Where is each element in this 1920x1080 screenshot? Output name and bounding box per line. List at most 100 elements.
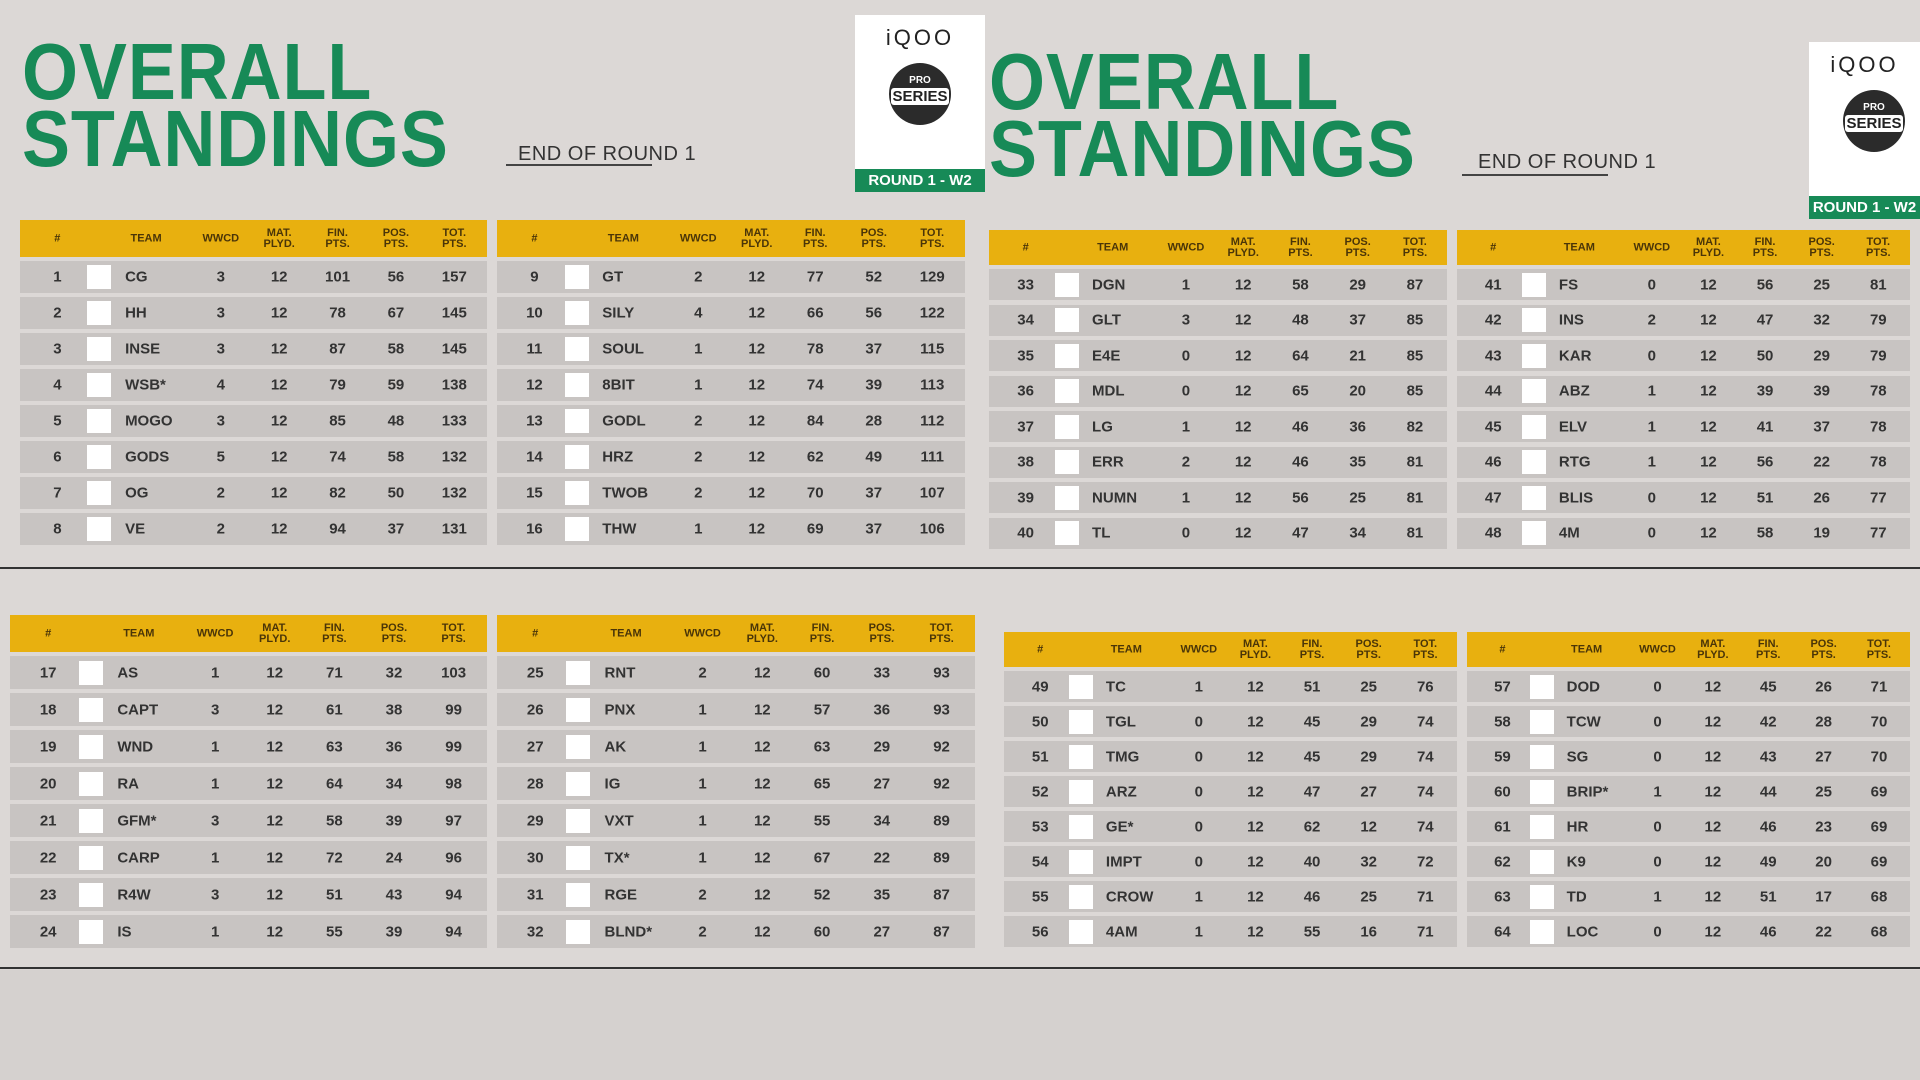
cell: 12 bbox=[1704, 748, 1722, 765]
column-header: # bbox=[1490, 241, 1497, 253]
cell: 87 bbox=[933, 886, 950, 903]
cell: 81 bbox=[1869, 276, 1887, 293]
column-header: TOT. PTS. bbox=[920, 226, 945, 250]
cell: 82 bbox=[329, 484, 346, 502]
team-logo bbox=[1054, 450, 1079, 474]
column-header: POS. PTS. bbox=[868, 621, 895, 645]
cell: 12 bbox=[1360, 818, 1377, 835]
cell: 0 bbox=[1194, 853, 1203, 870]
cell: 37 bbox=[1349, 311, 1367, 329]
cell: 57 bbox=[1494, 678, 1511, 695]
cell: 29 bbox=[873, 738, 891, 755]
cell: 29 bbox=[1360, 713, 1377, 730]
team-name: ELV bbox=[1558, 418, 1587, 435]
column-header: MAT. PLYD. bbox=[1692, 235, 1725, 259]
cell: 12 bbox=[1247, 748, 1264, 765]
team-logo bbox=[566, 660, 591, 685]
cell: 37 bbox=[865, 340, 883, 358]
cell: 12 bbox=[753, 738, 771, 755]
team-logo bbox=[1054, 272, 1079, 297]
cell: 58 bbox=[387, 340, 405, 358]
cell: 44 bbox=[1759, 783, 1777, 800]
cell: 13 bbox=[526, 412, 543, 430]
cell: 0 bbox=[1181, 347, 1191, 364]
cell: 0 bbox=[1194, 783, 1203, 800]
table-row: 43 KAR 0 12 50 29 79 bbox=[1457, 340, 1910, 371]
cell: 0 bbox=[1647, 524, 1656, 542]
cell: 66 bbox=[806, 304, 824, 322]
cell: 12 bbox=[1704, 713, 1722, 730]
team-name: 4AM bbox=[1105, 923, 1138, 940]
cell: 1 bbox=[210, 664, 220, 681]
cell: 12 bbox=[266, 775, 284, 792]
cell: 36 bbox=[385, 738, 403, 755]
cell: 70 bbox=[1870, 748, 1888, 765]
table-row: 62 K9 0 12 49 20 69 bbox=[1467, 846, 1910, 877]
cell: 4 bbox=[694, 304, 703, 322]
table-row: 51 TMG 0 12 45 29 74 bbox=[1004, 741, 1457, 772]
round-label: ROUND 1 - W2 bbox=[1809, 196, 1920, 219]
team-name: E4E bbox=[1092, 347, 1121, 364]
cell: 12 bbox=[1704, 818, 1722, 835]
team-logo bbox=[1530, 744, 1555, 769]
cell: 9 bbox=[530, 268, 539, 286]
cell: 2 bbox=[694, 484, 703, 502]
cell: 60 bbox=[813, 664, 831, 681]
cell: 31 bbox=[526, 886, 544, 903]
cell: 12 bbox=[753, 849, 771, 866]
separator bbox=[0, 567, 1920, 569]
cell: 12 bbox=[748, 268, 766, 286]
team-logo bbox=[1522, 343, 1546, 368]
column-header: TOT. PTS. bbox=[442, 226, 467, 250]
cell: 12 bbox=[1700, 489, 1717, 506]
team-name: ARZ bbox=[1105, 783, 1137, 800]
cell: 35 bbox=[1017, 347, 1034, 364]
team-name: K9 bbox=[1566, 853, 1586, 870]
team-logo bbox=[1522, 308, 1546, 332]
team-name: IMPT bbox=[1105, 853, 1142, 870]
table-row: 64 LOC 0 12 46 22 68 bbox=[1467, 916, 1910, 947]
cell: 0 bbox=[1181, 524, 1191, 542]
column-header: TEAM bbox=[1571, 643, 1603, 655]
team-logo bbox=[87, 481, 112, 505]
cell: 29 bbox=[1813, 347, 1830, 364]
cell: 2 bbox=[698, 886, 707, 903]
team-logo bbox=[1530, 674, 1555, 699]
cell: 28 bbox=[1815, 713, 1832, 730]
column-header: WWCD bbox=[679, 232, 717, 244]
cell: 27 bbox=[873, 775, 891, 792]
column-header: WWCD bbox=[202, 232, 240, 244]
cell: 37 bbox=[865, 520, 883, 538]
cell: 12 bbox=[1700, 276, 1717, 293]
cell: 25 bbox=[1815, 783, 1832, 800]
team-name: ABZ bbox=[1558, 382, 1590, 400]
team-name: LOC bbox=[1566, 923, 1599, 940]
cell: 1 bbox=[1194, 888, 1203, 905]
cell: 12 bbox=[1234, 489, 1252, 506]
team-logo bbox=[1522, 521, 1546, 545]
column-header: TOT. PTS. bbox=[1413, 637, 1438, 661]
badge: PRO SERIES bbox=[1843, 90, 1905, 152]
table-row: 5 MOGO 3 12 85 48 133 bbox=[20, 405, 487, 437]
cell: 12 bbox=[753, 886, 771, 903]
team-logo bbox=[79, 660, 104, 685]
table-row: 9 GT 2 12 77 52 129 bbox=[497, 261, 965, 293]
cell: 84 bbox=[806, 412, 824, 430]
cell: 12 bbox=[753, 775, 771, 792]
cell: 12 bbox=[748, 304, 766, 322]
cell: 0 bbox=[1653, 713, 1662, 730]
cell: 56 bbox=[865, 304, 883, 322]
cell: 59 bbox=[387, 376, 405, 394]
team-logo bbox=[566, 734, 591, 759]
team-logo bbox=[1069, 849, 1093, 874]
table-row: 16 THW 1 12 69 37 106 bbox=[497, 513, 965, 545]
team-name: MOGO bbox=[125, 412, 173, 430]
cell: 51 bbox=[1031, 748, 1049, 765]
cell: 133 bbox=[441, 412, 467, 430]
column-header: POS. PTS. bbox=[1344, 235, 1371, 259]
cell: 62 bbox=[1494, 853, 1511, 870]
column-header: TEAM bbox=[1110, 643, 1142, 655]
cell: 132 bbox=[441, 448, 467, 466]
team-logo bbox=[79, 697, 104, 722]
table-row: 47 BLIS 0 12 51 26 77 bbox=[1457, 482, 1910, 513]
